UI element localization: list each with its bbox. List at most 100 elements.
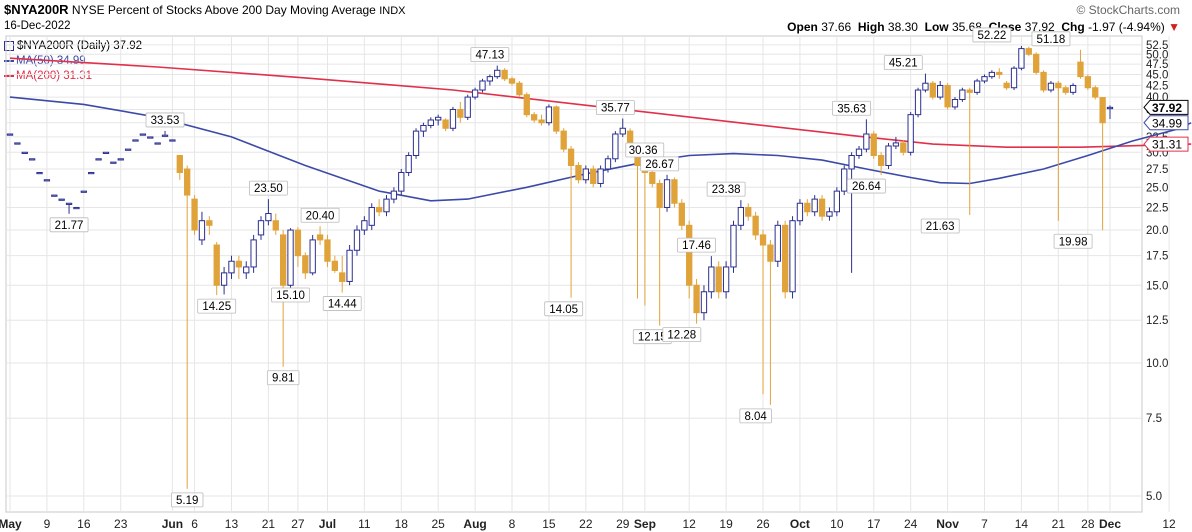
annotation-label: 8.04 bbox=[744, 411, 767, 423]
candle-body bbox=[346, 249, 353, 282]
candle-body bbox=[1092, 87, 1099, 98]
candle-body bbox=[294, 229, 302, 257]
annotation-label: 35.63 bbox=[837, 103, 866, 115]
annotation-box bbox=[832, 100, 872, 116]
annotation-label: 26.64 bbox=[852, 181, 881, 193]
y-tick-label: 12.5 bbox=[1146, 315, 1168, 327]
price-tag bbox=[1143, 115, 1189, 131]
candle-body bbox=[752, 215, 759, 236]
price-tag bbox=[1143, 136, 1189, 152]
y-tick-label: 42.5 bbox=[1146, 80, 1168, 92]
ma50-line bbox=[9, 96, 1192, 202]
candle-body bbox=[65, 202, 73, 205]
candle-body bbox=[789, 220, 796, 293]
x-tick-label: Dec bbox=[1099, 517, 1121, 531]
candle-body bbox=[604, 158, 612, 170]
x-tick-label: 16 bbox=[77, 517, 91, 531]
annotation-box bbox=[677, 237, 716, 253]
candle-body bbox=[1040, 71, 1047, 91]
candle-body bbox=[929, 82, 936, 98]
x-tick-label: 29 bbox=[616, 517, 630, 531]
candle-body bbox=[708, 266, 715, 293]
x-tick-label: 25 bbox=[432, 517, 446, 531]
candle-body bbox=[1062, 87, 1069, 93]
annotation-label: 52.22 bbox=[977, 30, 1006, 42]
y-tick-label: 20.0 bbox=[1146, 225, 1168, 237]
x-tick-label: 6 bbox=[191, 517, 198, 531]
price-tag-label: 31.31 bbox=[1152, 138, 1182, 152]
candle-body bbox=[361, 220, 368, 231]
candle-body bbox=[383, 198, 390, 213]
annotation-label: 30.36 bbox=[629, 145, 658, 157]
annotation-label: 21.63 bbox=[926, 221, 955, 233]
annotation-box bbox=[972, 27, 1012, 43]
candle-body bbox=[28, 158, 36, 161]
candle-body bbox=[412, 130, 420, 157]
candle-body bbox=[737, 206, 745, 226]
candle-body bbox=[693, 284, 700, 314]
candle-body bbox=[700, 291, 708, 314]
annotation-label: 45.21 bbox=[889, 58, 918, 70]
candle-body bbox=[590, 168, 597, 184]
candle-body bbox=[892, 142, 900, 147]
candle-body bbox=[1055, 82, 1062, 89]
annotation-label: 20.40 bbox=[306, 210, 335, 222]
close-value: 37.92 bbox=[1024, 20, 1055, 34]
candle-body bbox=[914, 89, 922, 116]
annotation-box bbox=[739, 408, 772, 424]
chg-label: Chg bbox=[1061, 20, 1085, 34]
candle-body bbox=[538, 119, 545, 124]
candle-body bbox=[988, 71, 996, 78]
candle-body bbox=[339, 272, 346, 282]
legend-price: $NYA200R (Daily) 37.92 bbox=[4, 40, 142, 52]
y-tick-label: 50.0 bbox=[1146, 49, 1168, 61]
candle-body bbox=[43, 179, 51, 182]
x-tick-label: 24 bbox=[904, 517, 918, 531]
candle-body bbox=[184, 168, 191, 196]
x-tick-label: 10 bbox=[830, 517, 844, 531]
candle-body bbox=[375, 206, 383, 213]
candle-body bbox=[257, 220, 265, 236]
candle-body bbox=[582, 168, 589, 181]
x-tick-label: 8 bbox=[509, 517, 516, 531]
candle-body bbox=[169, 139, 176, 142]
annotation-label: 9.81 bbox=[272, 373, 294, 385]
candle-body bbox=[841, 168, 848, 192]
candle-body bbox=[855, 148, 863, 157]
candle-body bbox=[1106, 106, 1114, 110]
y-tick-label: 22.5 bbox=[1146, 202, 1168, 214]
candle-body bbox=[272, 220, 279, 231]
candle-body bbox=[782, 224, 789, 293]
x-tick-label: 12 bbox=[1162, 517, 1176, 531]
annotation-label: 26.67 bbox=[645, 159, 674, 171]
candle-body bbox=[1084, 76, 1092, 89]
annotation-label: 19.98 bbox=[1059, 236, 1088, 248]
legend-ma200: MA(200) 31.31 bbox=[4, 70, 92, 82]
candle-body bbox=[316, 234, 324, 241]
candle-body bbox=[1010, 67, 1018, 89]
brand-watermark: © StockCharts.com bbox=[1076, 3, 1180, 17]
annotation-label: 14.25 bbox=[202, 301, 231, 313]
annotation-label: 14.05 bbox=[549, 304, 578, 316]
candle-body bbox=[1018, 48, 1025, 69]
candle-body bbox=[309, 239, 316, 274]
chg-value: -1.97 (-4.94%) bbox=[1088, 20, 1165, 34]
candle-body bbox=[464, 96, 471, 118]
price-tag bbox=[1143, 99, 1189, 115]
candle-body bbox=[826, 211, 833, 217]
ma200-swatch-icon bbox=[4, 74, 14, 77]
candle-body bbox=[944, 84, 951, 108]
candle-body bbox=[951, 99, 959, 108]
annotation-box bbox=[266, 370, 300, 386]
candle-body bbox=[863, 133, 870, 150]
candle-body bbox=[966, 89, 973, 93]
candle-body bbox=[206, 220, 213, 226]
candle-body bbox=[612, 133, 619, 160]
candle-body bbox=[102, 151, 110, 154]
candle-body bbox=[220, 272, 228, 286]
candle-body bbox=[442, 119, 449, 129]
candle-body bbox=[774, 224, 781, 262]
high-value: 38.30 bbox=[887, 20, 918, 34]
annotation-box bbox=[271, 287, 310, 303]
